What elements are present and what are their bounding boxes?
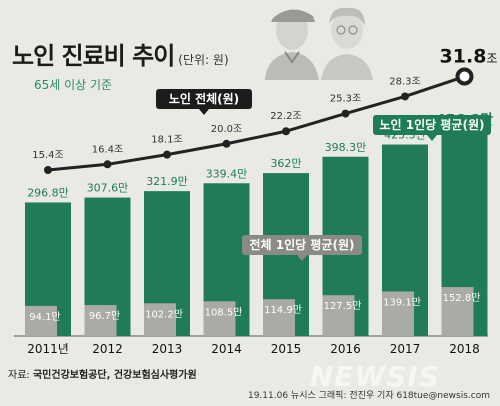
green-bar-value-label: 339.4만: [206, 167, 248, 180]
gray-bar-value-label: 96.7만: [89, 310, 120, 322]
unit-text: (단위: 원): [178, 53, 229, 67]
gray-bar-value-label: 102.2만: [145, 308, 183, 320]
x-tick-label: 2015: [271, 342, 302, 356]
x-tick-label: 2016: [330, 342, 361, 356]
line-point: [44, 166, 52, 174]
source-label: 자료:: [8, 370, 30, 381]
gray-bar-value-label: 152.8만: [443, 292, 481, 304]
green-bar-value-label: 307.6만: [87, 182, 129, 195]
gray-series-label-pointer: [297, 255, 307, 261]
line-point: [103, 160, 112, 169]
credit-line: 19.11.06 뉴시스 그래픽: 전진우 기자 618tue@newsis.c…: [247, 391, 490, 401]
line-value-label: 18.1조: [151, 135, 182, 146]
green-bar-value-label: 362만: [270, 157, 301, 170]
x-tick-label: 2017: [390, 342, 421, 356]
x-tick-label: 2012: [92, 342, 123, 356]
gray-bar-value-label: 139.1만: [383, 296, 421, 308]
line-point: [282, 127, 290, 136]
gray-bar: [441, 287, 474, 336]
gray-series-label-box: [242, 235, 362, 255]
line-value-label: 25.3조: [330, 94, 361, 105]
line-point: [455, 67, 474, 86]
green-bar-value-label: 398.3만: [325, 141, 367, 154]
green-series-label-box: [373, 115, 491, 135]
line-point: [163, 150, 171, 159]
source-text: 국민건강보험공단, 건강보험심사평가원: [32, 370, 197, 381]
gray-bar: [144, 303, 176, 336]
green-bar-value-label: 296.8만: [27, 186, 69, 199]
x-tick-label: 2011년: [27, 342, 69, 356]
line-value-label: 16.4조: [92, 144, 123, 155]
gray-bar: [263, 299, 295, 336]
gray-bar-value-label: 94.1만: [29, 311, 60, 323]
green-bar-value-label: 321.9만: [146, 175, 188, 188]
line-series-label-box: [156, 89, 252, 109]
gray-bar: [203, 301, 236, 336]
elderly-couple-illustration: [265, 7, 373, 80]
gray-bar: [84, 305, 117, 336]
x-tick-label: 2014: [211, 342, 242, 356]
line-point: [222, 139, 231, 148]
gray-series-label-text: 전체 1인당 평균(원): [250, 237, 355, 252]
line-value-label: 28.3조: [389, 76, 420, 87]
line-series-label-pointer: [199, 109, 209, 115]
line-value-label: 15.4조: [32, 150, 63, 161]
subtitle: 65세 이상 기준: [34, 78, 113, 92]
green-series-label-pointer: [427, 135, 437, 141]
gray-bar: [322, 295, 355, 336]
x-tick-label: 2018: [449, 342, 480, 356]
line-point: [401, 92, 409, 101]
watermark: NEWSIS: [309, 360, 440, 393]
source-note: 자료: 국민건강보험공단, 건강보험심사평가원: [8, 366, 197, 381]
chart-title: 노인 진료비 추이 (단위: 원): [12, 36, 229, 71]
gray-bar-value-label: 108.5만: [205, 306, 243, 318]
line-point: [341, 109, 350, 118]
line-last-value-label: 31.8조: [440, 46, 498, 68]
line-series: [47, 75, 465, 172]
gray-bar-value-label: 127.5만: [324, 300, 362, 312]
gray-bar: [382, 291, 414, 336]
green-series-label-text: 노인 1인당 평균(원): [380, 117, 485, 132]
line-value-label: 20.0조: [211, 124, 242, 135]
gray-bar: [25, 305, 57, 336]
x-tick-label: 2013: [152, 342, 183, 356]
line-value-label: 22.2조: [270, 111, 301, 122]
line-series-label-text: 노인 전체(원): [169, 91, 239, 106]
title-text: 노인 진료비 추이: [12, 42, 175, 70]
gray-bar-value-label: 114.9만: [264, 304, 302, 316]
